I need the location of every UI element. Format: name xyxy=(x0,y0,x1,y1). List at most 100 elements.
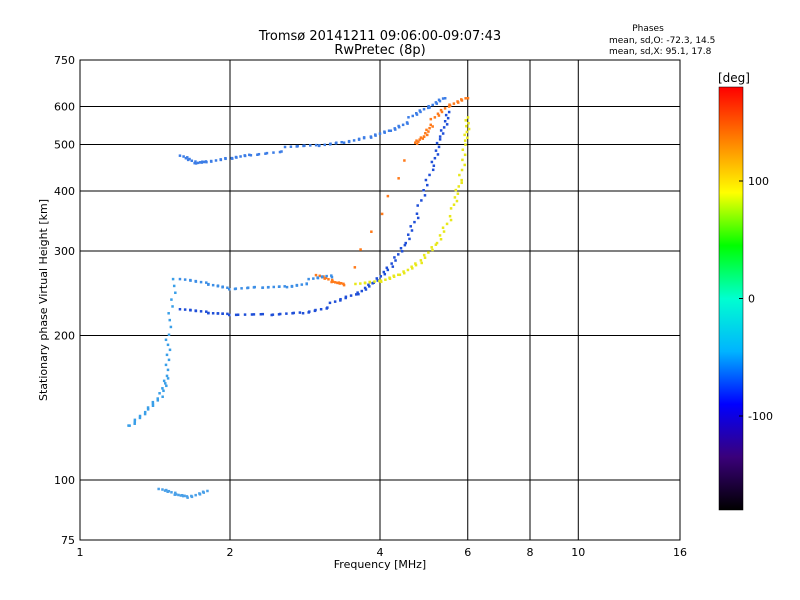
echo-point xyxy=(347,139,351,143)
echo-point xyxy=(466,136,469,139)
echo-point xyxy=(431,168,435,172)
echo-point xyxy=(319,307,323,311)
echo-point xyxy=(438,138,442,141)
echo-point xyxy=(427,251,430,254)
echo-point xyxy=(316,276,319,279)
echo-point xyxy=(457,185,461,188)
echo-point xyxy=(289,145,293,148)
echo-point xyxy=(463,133,466,137)
colorbar-tick-label: -100 xyxy=(748,410,773,423)
echo-point xyxy=(172,284,176,288)
echo-point xyxy=(168,348,172,352)
echo-point xyxy=(234,287,238,290)
echo-point xyxy=(419,259,423,262)
echo-point xyxy=(419,110,422,114)
echo-point xyxy=(314,308,317,312)
echo-point xyxy=(428,106,431,109)
echo-point xyxy=(460,168,464,172)
grid xyxy=(80,60,680,540)
echo-point xyxy=(416,204,419,207)
echo-point xyxy=(252,313,256,316)
echo-point xyxy=(430,246,433,249)
y-tick-label: 750 xyxy=(54,54,75,67)
echo-point xyxy=(199,280,203,284)
x-tick-label: 4 xyxy=(377,546,384,559)
echo-point xyxy=(439,129,443,132)
echo-point xyxy=(278,285,281,288)
echo-point xyxy=(353,266,357,269)
echo-point xyxy=(174,493,178,496)
echo-point xyxy=(326,306,329,309)
echo-point xyxy=(420,199,423,202)
echo-point xyxy=(261,286,265,289)
echo-point xyxy=(466,97,470,100)
echo-series xyxy=(157,487,209,499)
echo-point xyxy=(449,218,453,222)
echo-point xyxy=(228,313,231,317)
echo-point xyxy=(323,277,326,280)
echo-point xyxy=(393,127,396,130)
echo-point xyxy=(330,275,334,279)
echo-point xyxy=(301,311,305,315)
chart-title: Tromsø 20141211 09:06:00-09:07:43 xyxy=(258,29,501,44)
echo-point xyxy=(133,420,137,424)
echo-point xyxy=(189,279,192,282)
echo-point xyxy=(173,493,177,496)
echo-point xyxy=(328,301,332,305)
echo-point xyxy=(201,490,205,494)
echo-point xyxy=(403,159,406,162)
echo-point xyxy=(146,406,150,409)
echo-point xyxy=(463,139,467,142)
echo-point xyxy=(402,270,405,273)
echo-point xyxy=(166,368,170,372)
echo-point xyxy=(359,282,362,285)
echo-point xyxy=(440,110,444,114)
echo-point xyxy=(182,155,185,158)
echo-point xyxy=(151,400,155,404)
echo-point xyxy=(432,164,436,167)
echo-point xyxy=(133,422,136,425)
echo-point xyxy=(368,285,371,288)
echo-point xyxy=(272,151,275,154)
echo-point xyxy=(236,313,240,316)
echo-point xyxy=(194,160,197,163)
echo-point xyxy=(435,141,439,145)
y-tick-label: 600 xyxy=(54,101,75,114)
y-tick-label: 500 xyxy=(54,139,75,152)
echo-point xyxy=(170,298,173,301)
echo-point xyxy=(325,274,328,278)
echo-point xyxy=(387,129,391,132)
echo-point xyxy=(424,131,427,135)
echo-point xyxy=(303,144,306,147)
echo-point xyxy=(415,142,419,145)
echo-point xyxy=(267,285,270,289)
echo-point xyxy=(427,106,430,110)
echo-point xyxy=(349,294,353,297)
echo-point xyxy=(424,178,428,182)
echo-point xyxy=(167,333,171,337)
echo-point xyxy=(463,153,467,157)
x-tick-label: 2 xyxy=(227,546,234,559)
echo-point xyxy=(199,310,203,313)
echo-point xyxy=(386,194,390,198)
echo-point xyxy=(428,126,431,130)
echo-point xyxy=(406,233,410,236)
echo-point xyxy=(186,158,190,162)
echo-point xyxy=(295,283,299,287)
echo-point xyxy=(330,274,333,277)
echo-point xyxy=(189,309,192,312)
echo-point xyxy=(379,279,383,282)
echo-point xyxy=(221,285,224,289)
echo-point xyxy=(431,103,434,107)
chart-subtitle: RwPretec (8p) xyxy=(334,43,425,58)
echo-point xyxy=(320,275,324,278)
echo-point xyxy=(393,256,396,259)
echo-point xyxy=(397,253,400,256)
echo-point xyxy=(193,161,196,165)
echo-point xyxy=(465,124,468,128)
echo-point xyxy=(456,100,459,103)
echo-point xyxy=(146,408,150,411)
echo-point xyxy=(464,97,467,100)
echo-point xyxy=(174,491,177,495)
